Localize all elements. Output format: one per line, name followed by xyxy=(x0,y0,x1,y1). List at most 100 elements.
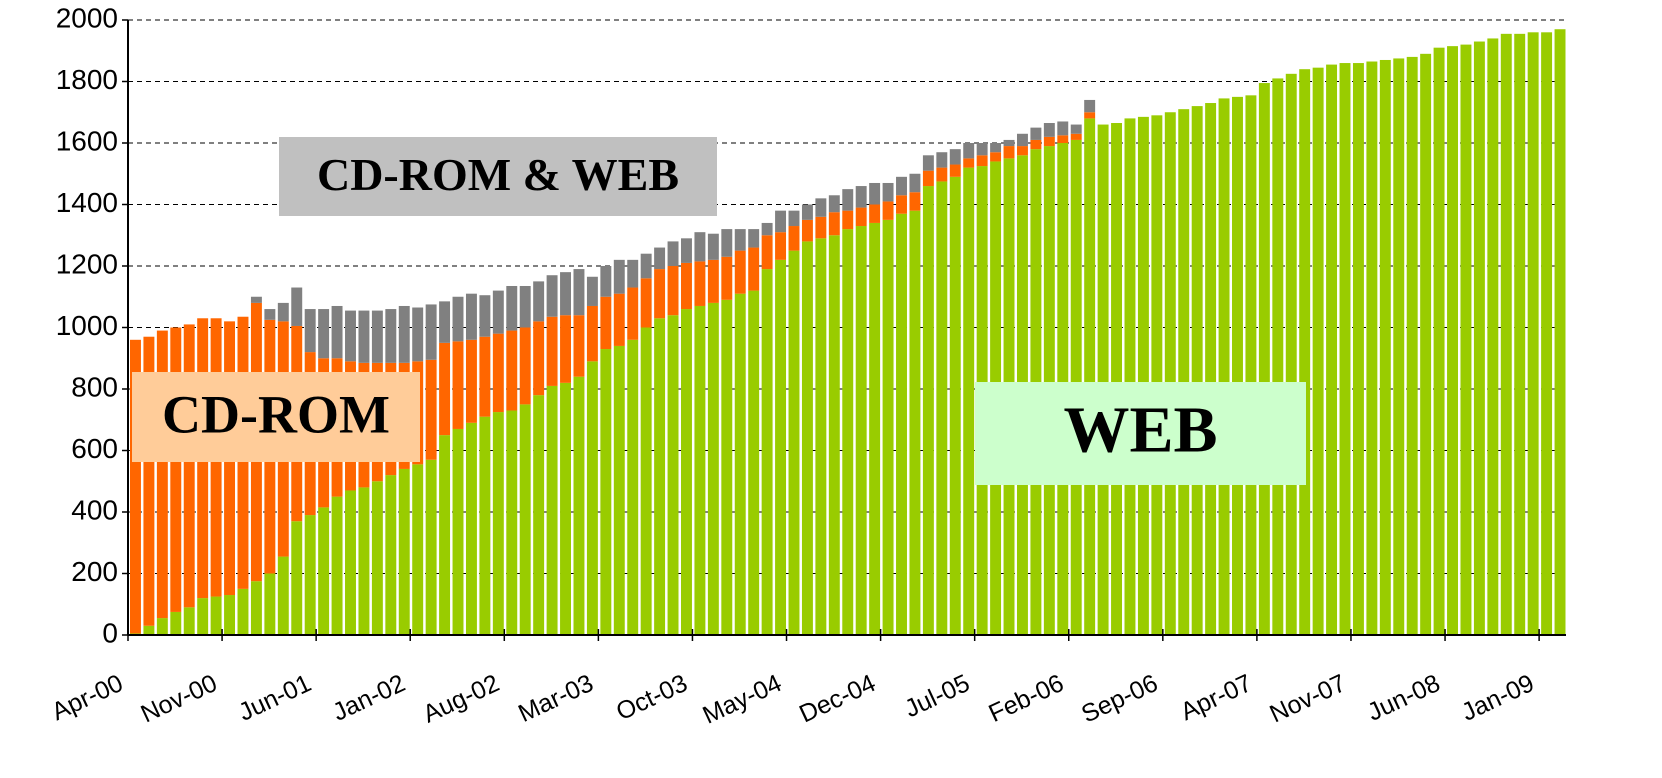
bar-segment xyxy=(277,556,289,635)
bar-segment xyxy=(465,293,477,340)
y-tick-label: 600 xyxy=(71,433,118,464)
y-tick-label: 800 xyxy=(71,371,118,402)
bar-segment xyxy=(949,164,961,177)
bar-segment xyxy=(452,296,464,342)
bar-segment xyxy=(1460,44,1472,636)
bar-segment xyxy=(1514,33,1526,635)
bar-segment xyxy=(694,232,706,262)
bar-segment xyxy=(842,229,854,635)
bar-segment xyxy=(1111,123,1123,635)
bar-segment xyxy=(1393,58,1405,635)
legend-box xyxy=(279,137,717,216)
bar-segment xyxy=(1164,112,1176,635)
bar-segment xyxy=(385,309,397,363)
bar-segment xyxy=(1003,146,1015,159)
bar-segment xyxy=(1084,112,1096,119)
bar-segment xyxy=(1487,38,1499,635)
bar-segment xyxy=(586,276,598,306)
x-tick-label: Feb-06 xyxy=(984,669,1068,728)
bar-segment xyxy=(183,607,195,635)
bar-segment xyxy=(640,278,652,328)
bar-segment xyxy=(586,305,598,362)
bar-segment xyxy=(869,182,881,205)
bar-segment xyxy=(748,247,760,291)
bar-segment xyxy=(183,324,195,608)
bar-segment xyxy=(896,176,907,196)
bar-segment xyxy=(734,293,746,635)
bar-segment xyxy=(949,176,961,635)
bar-segment xyxy=(1527,32,1539,636)
bar-segment xyxy=(371,481,383,635)
legend-box xyxy=(132,372,420,462)
bar-segment xyxy=(613,259,625,294)
x-tick-label: Nov-07 xyxy=(1265,669,1350,728)
x-tick-label: Aug-02 xyxy=(419,669,504,728)
bar-segment xyxy=(801,204,813,220)
x-tick-label: Apr-07 xyxy=(1176,669,1256,726)
bar-segment xyxy=(613,293,625,346)
bar-segment xyxy=(1191,106,1203,636)
bar-segment xyxy=(963,143,975,159)
y-tick-label: 1400 xyxy=(56,187,118,218)
bar-segment xyxy=(761,235,773,270)
bar-segment xyxy=(627,339,639,635)
y-tick-label: 0 xyxy=(102,617,118,648)
bar-segment xyxy=(264,573,276,635)
bar-segment xyxy=(936,152,948,168)
bar-segment xyxy=(1473,41,1485,635)
bar-segment xyxy=(1057,135,1069,143)
legend-box xyxy=(975,382,1306,485)
bar-segment xyxy=(1043,136,1055,147)
bar-segment xyxy=(909,192,921,211)
bar-segment xyxy=(519,404,531,635)
bar-segment xyxy=(506,330,518,411)
bar-segment xyxy=(425,359,437,460)
bar-segment xyxy=(439,435,451,635)
bar-segment xyxy=(277,302,289,322)
bar-segment xyxy=(842,189,854,211)
bar-segment xyxy=(936,181,948,635)
bar-segment xyxy=(1084,118,1096,635)
legend-label: CD-ROM & WEB xyxy=(317,149,679,200)
x-tick-label: Jan-02 xyxy=(328,669,409,727)
bar-segment xyxy=(1043,123,1055,137)
bar-segment xyxy=(1151,115,1163,635)
bar-segment xyxy=(560,382,571,635)
bar-segment xyxy=(1406,56,1418,635)
bar-segment xyxy=(1541,32,1553,636)
bar-segment xyxy=(546,275,558,317)
x-tick-label: May-04 xyxy=(698,669,785,730)
bar-segment xyxy=(1379,59,1391,636)
bar-segment xyxy=(734,250,746,294)
bar-segment xyxy=(452,341,464,429)
bar-segment xyxy=(640,327,652,635)
bar-segment xyxy=(398,468,410,635)
bar-segment xyxy=(533,281,545,322)
bar-segment xyxy=(922,186,934,636)
bar-segment xyxy=(869,204,881,223)
bar-segment xyxy=(439,301,451,343)
bar-segment xyxy=(640,253,652,279)
bar-segment xyxy=(546,385,558,635)
bar-segment xyxy=(828,235,840,635)
bar-segment xyxy=(385,475,397,635)
bar-segment xyxy=(707,233,719,260)
bar-segment xyxy=(801,241,813,635)
bar-segment xyxy=(291,287,303,326)
bar-segment xyxy=(963,167,975,635)
bar-segment xyxy=(1554,29,1566,636)
bar-segment xyxy=(667,315,679,635)
x-tick-label: Jun-08 xyxy=(1363,669,1444,727)
bar-segment xyxy=(1326,64,1338,635)
bar-segment xyxy=(1447,46,1458,635)
bar-segment xyxy=(828,195,840,213)
x-tick-label: Dec-04 xyxy=(795,669,880,728)
bar-segment xyxy=(479,295,491,337)
bar-segment xyxy=(492,333,504,413)
y-tick-label: 1200 xyxy=(56,248,118,279)
bar-segment xyxy=(1057,121,1069,136)
bar-segment xyxy=(156,330,168,619)
x-tick-label: Oct-03 xyxy=(612,669,692,726)
bar-segment xyxy=(224,595,236,635)
bar-segment xyxy=(573,269,585,316)
